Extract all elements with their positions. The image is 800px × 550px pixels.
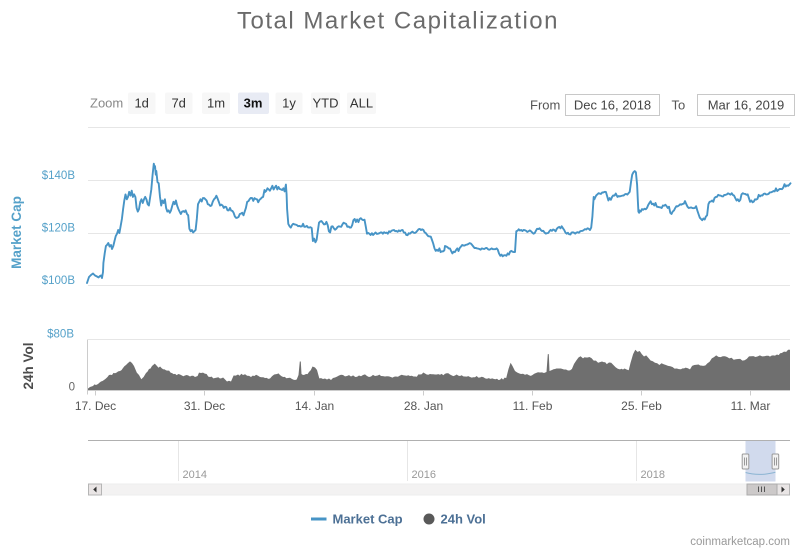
svg-text:24h Vol: 24h Vol <box>21 342 36 389</box>
svg-text:ALL: ALL <box>350 96 373 111</box>
svg-text:11. Feb: 11. Feb <box>513 399 553 413</box>
svg-text:11. Mar: 11. Mar <box>731 399 771 413</box>
svg-text:coinmarketcap.com: coinmarketcap.com <box>690 536 790 548</box>
svg-text:1m: 1m <box>207 96 225 111</box>
svg-text:24h Vol: 24h Vol <box>441 512 486 527</box>
svg-text:7d: 7d <box>171 96 185 111</box>
svg-text:3m: 3m <box>244 96 263 111</box>
svg-text:1y: 1y <box>282 96 296 111</box>
svg-text:2014: 2014 <box>183 469 207 481</box>
svg-text:YTD: YTD <box>313 96 339 111</box>
svg-text:14. Jan: 14. Jan <box>295 399 334 413</box>
svg-text:2018: 2018 <box>641 469 665 481</box>
svg-text:$140B: $140B <box>42 170 76 182</box>
svg-text:$120B: $120B <box>42 223 76 235</box>
svg-text:2016: 2016 <box>412 469 436 481</box>
svg-text:1d: 1d <box>134 96 148 111</box>
svg-text:From: From <box>530 98 560 113</box>
svg-text:28. Jan: 28. Jan <box>404 399 443 413</box>
svg-text:17. Dec: 17. Dec <box>75 399 116 413</box>
svg-text:$100B: $100B <box>42 275 76 287</box>
svg-text:Total Market Capitalization: Total Market Capitalization <box>237 8 559 35</box>
svg-text:$80B: $80B <box>47 329 74 341</box>
svg-text:25. Feb: 25. Feb <box>621 399 662 413</box>
svg-text:Dec 16, 2018: Dec 16, 2018 <box>574 98 651 113</box>
svg-text:Zoom: Zoom <box>90 96 123 111</box>
svg-text:Market Cap: Market Cap <box>9 196 24 269</box>
svg-text:Mar 16, 2019: Mar 16, 2019 <box>708 98 785 113</box>
svg-text:0: 0 <box>69 382 75 394</box>
svg-text:31. Dec: 31. Dec <box>184 399 225 413</box>
svg-text:To: To <box>672 98 686 113</box>
svg-text:Market Cap: Market Cap <box>333 512 403 527</box>
